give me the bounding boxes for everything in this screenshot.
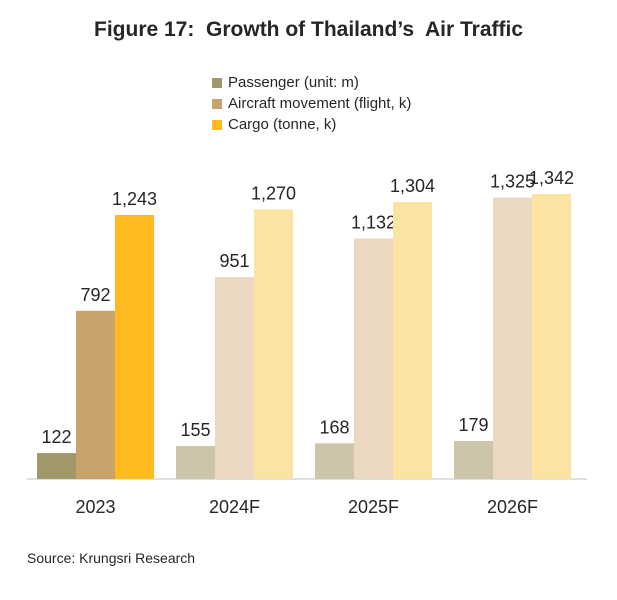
legend-swatch-aircraft: [212, 98, 222, 109]
legend-item-passenger: Passenger (unit: m): [212, 72, 411, 93]
source-note: Source: Krungsri Research: [27, 550, 196, 566]
x-tick-label-2023: 2023: [75, 497, 115, 517]
bar-2025f-series-0: [315, 443, 354, 479]
data-label-2026f-series-0: 179: [458, 415, 488, 435]
bar-2023-series-2: [115, 215, 154, 479]
data-label-2025f-series-2: 1,304: [390, 176, 435, 196]
legend-item-aircraft: Aircraft movement (flight, k): [212, 93, 411, 114]
data-label-2023-series-1: 792: [80, 285, 110, 305]
x-tick-label-2026f: 2026F: [487, 497, 538, 517]
data-label-2023-series-0: 122: [41, 427, 71, 447]
bar-2025f-series-2: [393, 202, 432, 479]
legend-label-passenger: Passenger (unit: m): [228, 74, 359, 91]
bar-2024f-series-2: [254, 209, 293, 479]
x-tick-label-2024f: 2024F: [209, 497, 260, 517]
data-label-2025f-series-0: 168: [319, 417, 349, 437]
data-label-2026f-series-1: 1,325: [490, 172, 535, 192]
legend-swatch-passenger: [212, 77, 222, 88]
data-label-2024f-series-0: 155: [180, 420, 210, 440]
data-label-2024f-series-1: 951: [219, 251, 249, 271]
bar-2026f-series-1: [493, 197, 532, 479]
chart-legend: Passenger (unit: m) Aircraft movement (f…: [212, 72, 411, 135]
data-label-2025f-series-1: 1,132: [351, 213, 396, 233]
legend-label-cargo: Cargo (tonne, k): [228, 116, 337, 133]
x-tick-label-2025f: 2025F: [348, 497, 399, 517]
legend-swatch-cargo: [212, 119, 222, 130]
bar-2023-series-1: [76, 310, 115, 479]
bar-2026f-series-0: [454, 440, 493, 479]
bar-2026f-series-2: [532, 193, 571, 479]
legend-item-cargo: Cargo (tonne, k): [212, 114, 411, 135]
bar-2024f-series-1: [215, 277, 254, 479]
bar-2025f-series-1: [354, 238, 393, 479]
bar-2023-series-0: [37, 453, 76, 479]
data-label-2024f-series-2: 1,270: [251, 183, 296, 203]
chart-title: Figure 17: Growth of Thailand’s Air Traf…: [94, 18, 523, 41]
legend-label-aircraft: Aircraft movement (flight, k): [228, 95, 412, 112]
data-label-2023-series-2: 1,243: [112, 189, 157, 209]
data-label-2026f-series-2: 1,342: [529, 168, 574, 188]
bar-2024f-series-0: [176, 446, 215, 479]
